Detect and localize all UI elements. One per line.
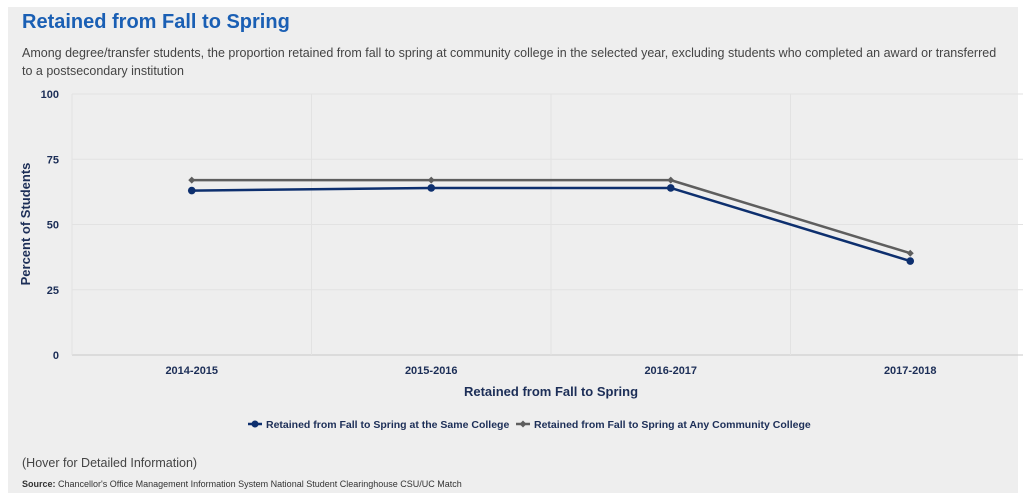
- series-line[interactable]: [191, 186, 911, 263]
- y-tick-label: 100: [41, 89, 59, 101]
- series-group[interactable]: [187, 176, 915, 265]
- source-label: Source:: [22, 479, 56, 489]
- legend[interactable]: Retained from Fall to Spring at the Same…: [248, 419, 811, 431]
- legend-item[interactable]: Retained from Fall to Spring at Any Comm…: [516, 419, 811, 431]
- x-axis-title: Retained from Fall to Spring: [464, 384, 638, 399]
- data-point[interactable]: [187, 186, 196, 195]
- x-tick-label: 2015-2016: [405, 365, 458, 377]
- page-title: Retained from Fall to Spring: [22, 11, 290, 33]
- y-tick-label: 75: [47, 154, 59, 166]
- legend-item[interactable]: Retained from Fall to Spring at the Same…: [248, 419, 509, 431]
- data-point[interactable]: [188, 176, 196, 184]
- hover-note: (Hover for Detailed Information): [22, 456, 198, 470]
- chart-panel: Retained from Fall to Spring Among degre…: [8, 7, 1018, 493]
- y-tick-label: 0: [53, 350, 59, 362]
- data-point[interactable]: [906, 249, 914, 257]
- x-tick-label: 2016-2017: [644, 365, 697, 377]
- source-text: Chancellor's Office Management Informati…: [58, 479, 462, 489]
- legend-marker: [251, 420, 259, 428]
- legend-label: Retained from Fall to Spring at the Same…: [266, 419, 509, 431]
- legend-marker: [519, 420, 527, 428]
- y-tick-label: 50: [47, 220, 59, 232]
- data-point[interactable]: [427, 176, 435, 184]
- x-tick-label: 2014-2015: [165, 365, 218, 377]
- y-axis: 0 25 50 75 100: [41, 89, 59, 362]
- data-point[interactable]: [427, 184, 436, 192]
- series-line[interactable]: [191, 178, 911, 255]
- x-tick-label: 2017-2018: [884, 365, 937, 377]
- y-tick-label: 25: [47, 285, 59, 297]
- source-note: Source: Chancellor's Office Management I…: [22, 479, 462, 489]
- data-point[interactable]: [667, 176, 675, 184]
- x-axis: 2014-2015 2015-2016 2016-2017 2017-2018: [165, 365, 936, 377]
- data-point[interactable]: [906, 257, 915, 265]
- legend-label: Retained from Fall to Spring at Any Comm…: [534, 419, 811, 431]
- data-point[interactable]: [666, 184, 675, 192]
- y-axis-title: Percent of Students: [18, 163, 33, 286]
- grid-lines: [71, 93, 1023, 356]
- chart-subtitle: Among degree/transfer students, the prop…: [22, 46, 997, 78]
